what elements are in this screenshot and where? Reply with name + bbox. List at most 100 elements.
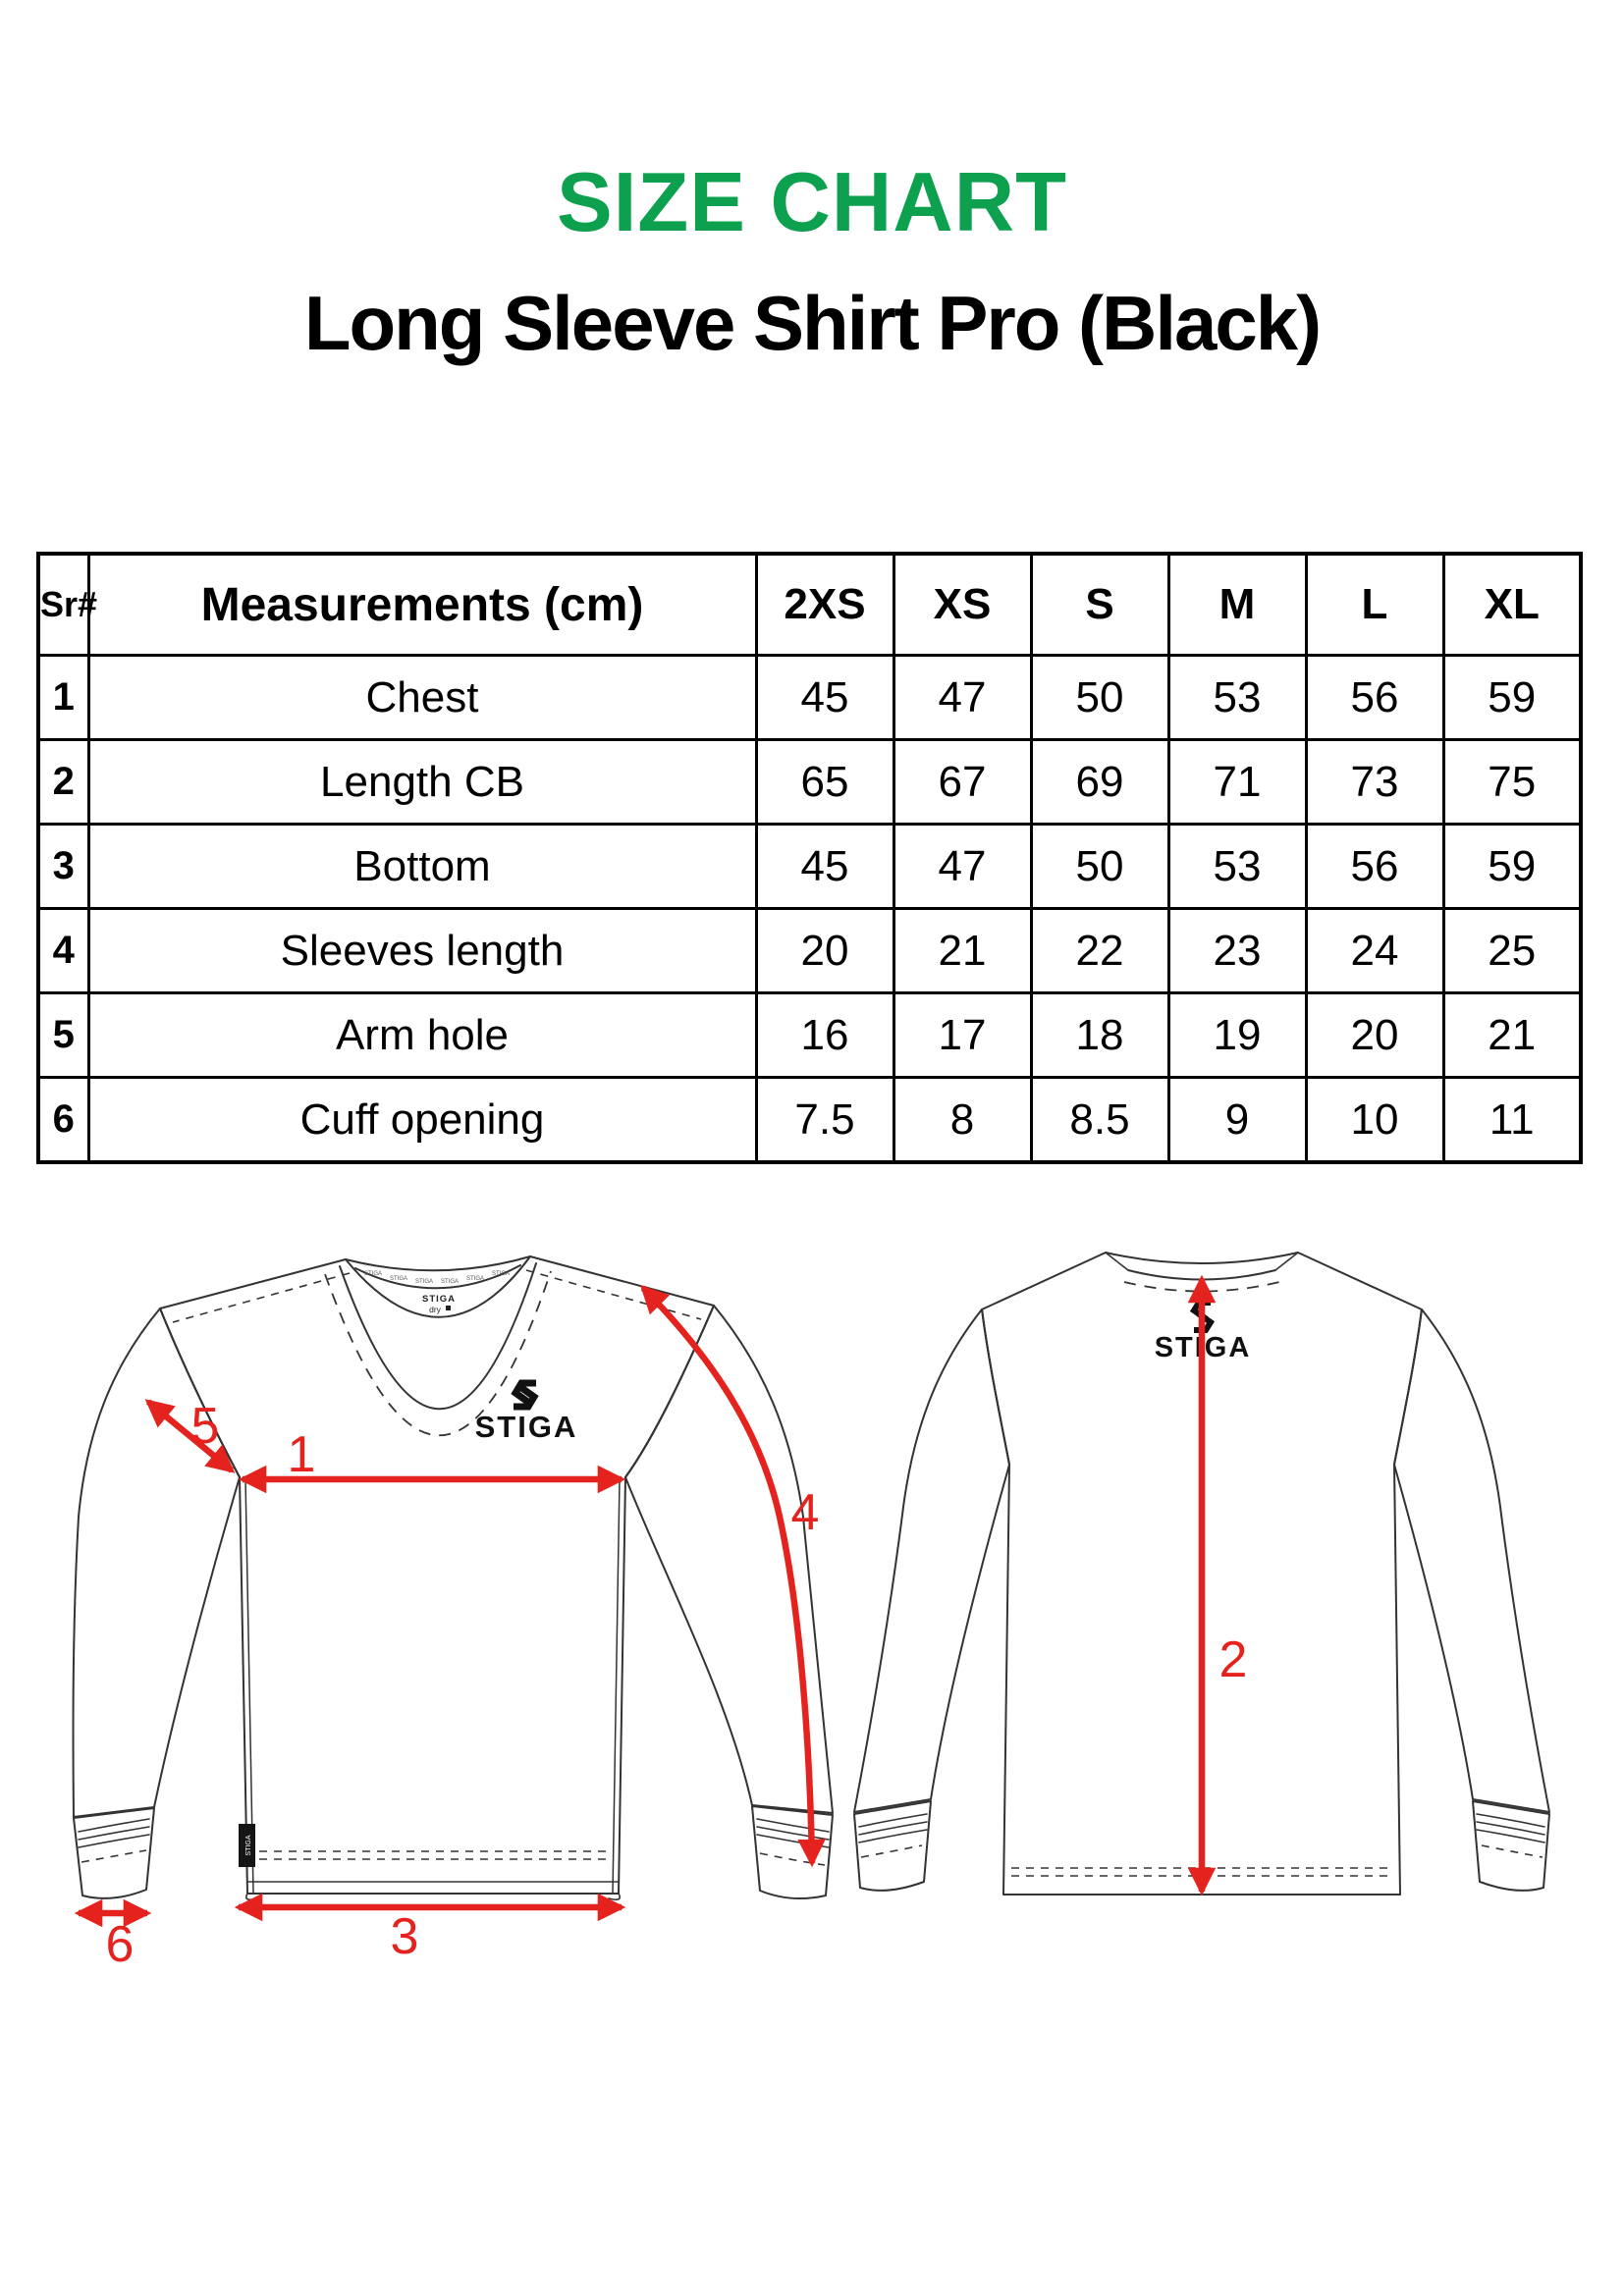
table-row-chest: 1 Chest 45 47 50 53 56 59 [36, 654, 1583, 741]
value-cell: 59 [1441, 654, 1583, 741]
table-row-bottom: 3 Bottom 45 47 50 53 56 59 [36, 823, 1583, 910]
collar-tape-text: STIGA [466, 1276, 484, 1282]
front-right-side-seam [612, 1478, 621, 1894]
back-hem-stitch [1011, 1867, 1392, 1877]
value-cell: 21 [1441, 991, 1583, 1079]
col-header-l: L [1304, 552, 1445, 657]
sr-number: 1 [36, 654, 90, 741]
front-left-cuff-ribbing [78, 1818, 150, 1848]
value-cell: 65 [754, 738, 895, 826]
table-row-cuff-opening: 6 Cuff opening 7.5 8 8.5 9 10 11 [36, 1076, 1583, 1164]
back-right-sleeve [1393, 1308, 1550, 1813]
value-cell: 22 [1029, 907, 1170, 994]
value-cell: 23 [1166, 907, 1308, 994]
sleeve-length-number: 4 [791, 1484, 820, 1541]
value-cell: 50 [1029, 654, 1170, 741]
col-header-measurements: Measurements (cm) [86, 552, 758, 657]
chest-number: 1 [288, 1426, 316, 1483]
value-cell: 45 [754, 654, 895, 741]
front-shirt-drawing: STIGA STIGA STIGA STIGA STIGA STIGA STIG… [72, 1255, 834, 1973]
value-cell: 9 [1166, 1076, 1308, 1164]
front-body-outline [159, 1255, 715, 1895]
col-header-sr: Sr# [36, 552, 97, 657]
sr-number: 3 [36, 823, 90, 910]
front-left-side-seam [244, 1478, 254, 1894]
row-label: Cuff opening [86, 1076, 758, 1164]
stiga-s-icon [514, 1384, 539, 1411]
front-left-cuff-stitch [81, 1849, 147, 1863]
value-cell: 56 [1304, 823, 1445, 910]
product-name: Long Sleeve Shirt Pro (Black) [303, 280, 1322, 366]
value-cell: 21 [892, 907, 1033, 994]
value-cell: 11 [1441, 1076, 1583, 1164]
value-cell: 45 [754, 823, 895, 910]
value-cell: 25 [1441, 907, 1583, 994]
col-header-m: M [1166, 552, 1308, 657]
header-row: Sr# Measurements (cm) 2XS XS S M L XL [36, 552, 1583, 657]
value-cell: 18 [1029, 991, 1170, 1079]
back-right-cuff-stitch [1481, 1844, 1543, 1858]
sr-number: 4 [36, 907, 90, 994]
back-left-cuff-ribbing [858, 1813, 928, 1843]
front-collar-band-seam [339, 1262, 537, 1411]
value-cell: 53 [1166, 823, 1308, 910]
sr-number: 2 [36, 738, 90, 826]
value-cell: 24 [1304, 907, 1445, 994]
collar-tape-text: STIGA [441, 1279, 459, 1285]
front-collar-tape-curve [354, 1264, 521, 1290]
side-tag [239, 1824, 255, 1867]
value-cell: 16 [754, 991, 895, 1079]
table-row-length-cb: 2 Length CB 65 67 69 71 73 75 [36, 738, 1583, 826]
arm-hole-number: 5 [191, 1398, 220, 1455]
row-label: Sleeves length [86, 907, 758, 994]
value-cell: 8 [892, 1076, 1033, 1164]
col-header-xs: XS [892, 552, 1033, 657]
neck-label-dry: dry [429, 1305, 442, 1314]
value-cell: 47 [892, 654, 1033, 741]
stiga-s-icon [511, 1379, 536, 1406]
value-cell: 69 [1029, 738, 1170, 826]
back-shirt-drawing: STIGA 2 [853, 1252, 1550, 1896]
back-right-cuff-ribbing [1476, 1813, 1545, 1843]
row-label: Chest [86, 654, 758, 741]
value-cell: 71 [1166, 738, 1308, 826]
value-cell: 67 [892, 738, 1033, 826]
value-cell: 75 [1441, 738, 1583, 826]
value-cell: 7.5 [754, 1076, 895, 1164]
collar-tape-text: STIGA [415, 1279, 433, 1285]
neck-label-brand: STIGA [422, 1294, 456, 1305]
value-cell: 56 [1304, 654, 1445, 741]
value-cell: 17 [892, 991, 1033, 1079]
value-cell: 73 [1304, 738, 1445, 826]
stiga-wordmark: STIGA [475, 1410, 578, 1444]
row-label: Length CB [86, 738, 758, 826]
neck-label-square [446, 1306, 451, 1310]
bottom-number: 3 [391, 1908, 419, 1965]
row-label: Arm hole [86, 991, 758, 1079]
value-cell: 19 [1166, 991, 1308, 1079]
back-right-armhole-seam [1393, 1308, 1423, 1466]
cuff-opening-number: 6 [106, 1916, 135, 1973]
back-collar-corners [1105, 1252, 1299, 1271]
sr-number: 6 [36, 1076, 90, 1164]
length-cb-number: 2 [1219, 1631, 1248, 1688]
front-left-cuff [73, 1807, 155, 1899]
collar-tape-text: STIGA [390, 1276, 407, 1282]
sleeve-length-arrow [639, 1284, 826, 1868]
col-header-xl: XL [1441, 552, 1583, 657]
front-collar-band-top [345, 1255, 531, 1318]
value-cell: 59 [1441, 823, 1583, 910]
page-title: SIZE CHART [557, 156, 1067, 249]
col-header-2xs: 2XS [754, 552, 895, 657]
back-left-cuff-stitch [860, 1844, 923, 1858]
back-left-armhole-seam [981, 1308, 1010, 1466]
value-cell: 20 [754, 907, 895, 994]
table-row-arm-hole: 5 Arm hole 16 17 18 19 20 21 [36, 991, 1583, 1079]
side-tag-text: STIGA [245, 1835, 252, 1855]
front-neckline-topstitch [324, 1270, 552, 1437]
arm-hole-arrow [144, 1399, 236, 1473]
value-cell: 20 [1304, 991, 1445, 1079]
value-cell: 53 [1166, 654, 1308, 741]
